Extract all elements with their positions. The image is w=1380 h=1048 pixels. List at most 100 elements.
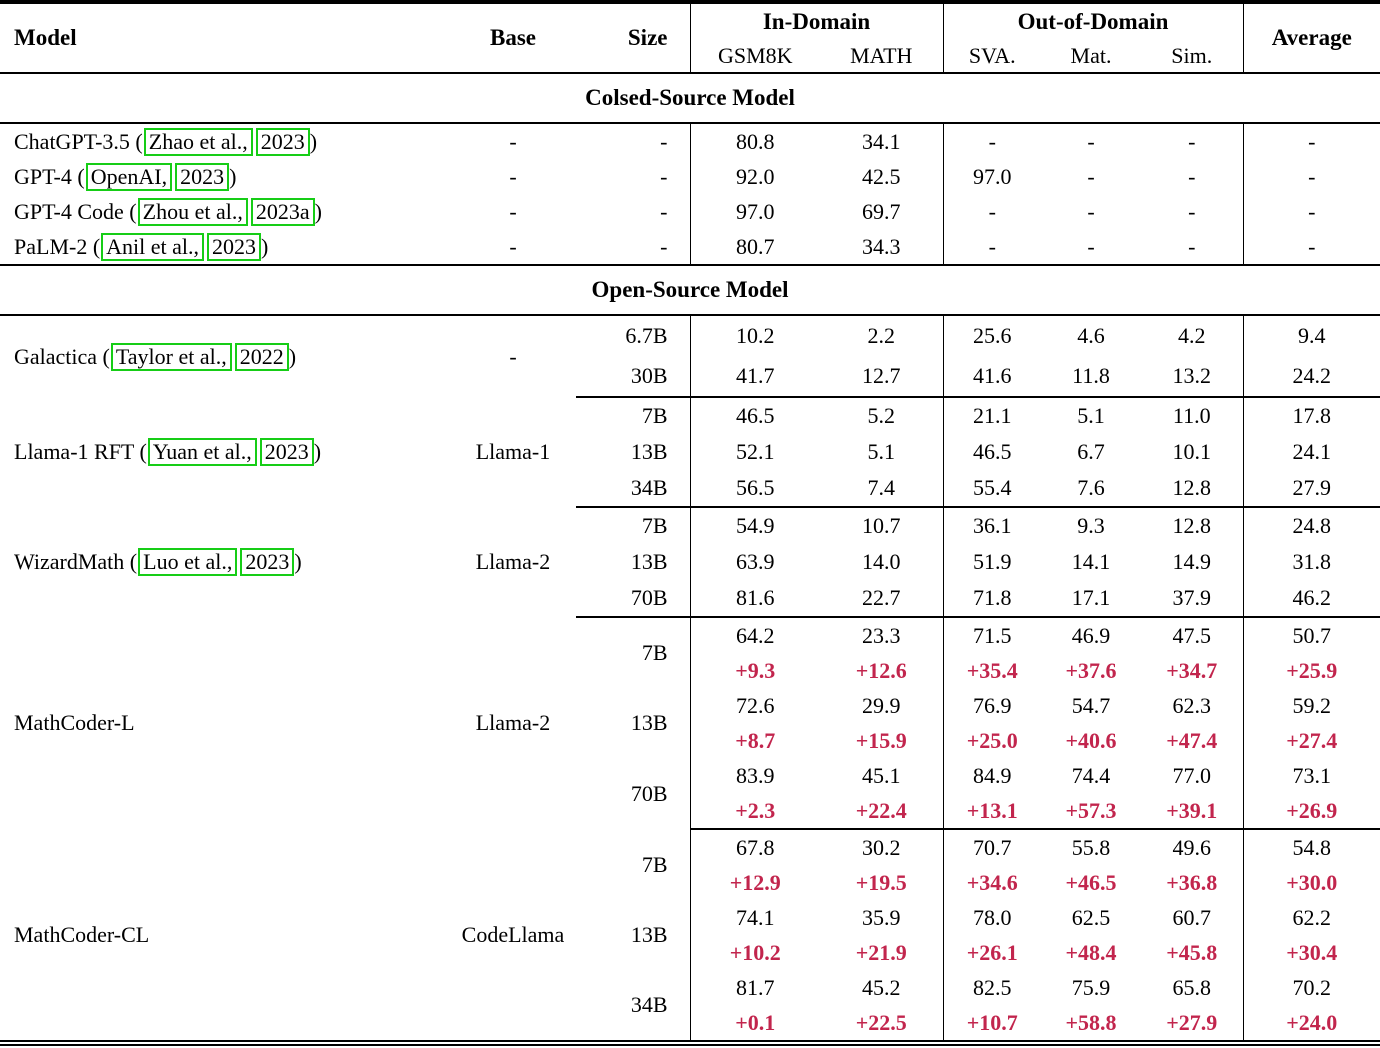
cell-sva: 25.6 bbox=[973, 323, 1012, 349]
citation-year-link[interactable]: 2023 bbox=[255, 127, 310, 156]
citation-year-link[interactable]: 2022 bbox=[234, 342, 289, 371]
cell-sim: - bbox=[1141, 159, 1244, 194]
cell-sim-delta: +47.4 bbox=[1141, 723, 1244, 758]
citation-link[interactable]: Taylor et al., bbox=[110, 342, 232, 371]
col-header-base: Base bbox=[450, 2, 576, 74]
col-header-in-domain: In-Domain bbox=[690, 2, 944, 40]
cell-mat: 4.6 bbox=[1077, 323, 1105, 349]
citation-link[interactable]: Zhou et al., bbox=[137, 197, 248, 226]
cell-average: 59.2 bbox=[1292, 692, 1332, 718]
citation-link[interactable]: Luo et al., bbox=[138, 548, 238, 577]
cell-math: 34.1 bbox=[820, 123, 944, 159]
cell-size: 6.7B bbox=[576, 315, 691, 356]
cell-sim: 77.0 bbox=[1141, 758, 1244, 793]
citation-year-link[interactable]: 2023 bbox=[175, 162, 230, 191]
cell-average: 73.1 bbox=[1292, 762, 1332, 788]
cell-average: 24.1 bbox=[1292, 439, 1332, 465]
cell-mat: 6.7 bbox=[1077, 439, 1105, 465]
cell-size: 13B bbox=[576, 544, 691, 580]
model-name-llama-1-rft: Llama-1 RFT (Yuan et al., 2023) bbox=[0, 397, 450, 507]
cell-sim: 65.8 bbox=[1141, 970, 1244, 1005]
cell-mat: - bbox=[1087, 198, 1095, 224]
col-header-sim: Sim. bbox=[1141, 40, 1244, 74]
citation-year-link[interactable]: 2023 bbox=[207, 232, 262, 261]
citation-year-link[interactable]: 2023a bbox=[250, 197, 315, 226]
cell-mat: 55.8 bbox=[1071, 834, 1111, 860]
citation-link[interactable]: Zhao et al., bbox=[143, 127, 253, 156]
cell-gsm8k: 67.8 bbox=[736, 834, 775, 860]
cell-sva: 76.9 bbox=[973, 692, 1012, 718]
cell-sva: 70.7 bbox=[973, 834, 1012, 860]
cell-mat: 7.6 bbox=[1041, 470, 1142, 508]
cell-math: 10.7 bbox=[820, 507, 944, 544]
model-label-close-paren: ) bbox=[294, 549, 302, 575]
cell-gsm8k: 74.1 bbox=[736, 904, 775, 930]
cell-gsm8k: 64.2 bbox=[736, 622, 775, 648]
cell-average: - bbox=[1308, 198, 1316, 224]
cell-average-delta: +30.4 bbox=[1286, 939, 1338, 965]
cell-size: 7B bbox=[576, 507, 691, 544]
model-label-close-paren: ) bbox=[261, 233, 269, 259]
col-header-model: Model bbox=[0, 2, 450, 74]
cell-sim-delta: +36.8 bbox=[1141, 865, 1244, 900]
cell-math: 30.2 bbox=[820, 829, 944, 865]
citation-link[interactable]: OpenAI, bbox=[85, 162, 173, 191]
cell-average: 70.2 bbox=[1292, 974, 1332, 1000]
citation-link[interactable]: Yuan et al., bbox=[147, 438, 257, 467]
model-label-close-paren: ) bbox=[314, 198, 322, 224]
cell-gsm8k-delta: +0.1 bbox=[735, 1009, 776, 1035]
cell-gsm8k: 92.0 bbox=[736, 163, 775, 189]
model-name-mathcoder-cl: MathCoder-CL bbox=[14, 921, 150, 947]
model-label-close-paren: ) bbox=[313, 439, 322, 465]
model-label-close-paren: ) bbox=[229, 163, 237, 189]
cell-sim: 14.9 bbox=[1141, 544, 1244, 580]
citation-year-link[interactable]: 2023 bbox=[240, 548, 295, 577]
cell-average: 62.2 bbox=[1292, 904, 1332, 930]
cell-sim: 10.1 bbox=[1141, 434, 1244, 470]
cell-base: CodeLlama bbox=[461, 921, 565, 947]
cell-sva: 36.1 bbox=[973, 513, 1012, 539]
cell-math: 14.0 bbox=[820, 544, 944, 580]
cell-mat: - bbox=[1087, 163, 1095, 189]
model-name-palm-2: PaLM-2 (Anil et al., 2023) bbox=[0, 229, 450, 266]
cell-sva-delta: +25.0 bbox=[966, 727, 1018, 753]
cell-size: 70B bbox=[576, 580, 691, 618]
model-label-close-paren: ) bbox=[309, 128, 318, 154]
cell-average: 27.9 bbox=[1243, 470, 1380, 508]
section-title-open-source: Open-Source Model bbox=[0, 265, 1380, 316]
cell-base: Llama-2 bbox=[475, 710, 551, 736]
cell-size: - bbox=[576, 194, 691, 229]
cell-average-delta: +27.4 bbox=[1286, 727, 1338, 753]
cell-mat: 5.1 bbox=[1077, 403, 1105, 429]
cell-size: 70B bbox=[576, 758, 691, 829]
model-label-text: PaLM-2 ( bbox=[14, 233, 101, 259]
cell-sim: - bbox=[1141, 229, 1244, 266]
citation-year-link[interactable]: 2023 bbox=[259, 438, 314, 467]
cell-sim: 49.6 bbox=[1141, 829, 1244, 865]
cell-sim: 12.8 bbox=[1141, 470, 1244, 508]
cell-gsm8k: 10.2 bbox=[736, 323, 775, 349]
cell-math: 2.2 bbox=[820, 315, 944, 356]
cell-base: Llama-2 bbox=[475, 549, 551, 575]
model-name-gpt-4: GPT-4 (OpenAI, 2023) bbox=[0, 159, 450, 194]
cell-average: 46.2 bbox=[1243, 580, 1380, 618]
cell-average-delta: +25.9 bbox=[1286, 657, 1338, 683]
cell-math: 22.7 bbox=[820, 580, 944, 618]
cell-size: 30B bbox=[576, 356, 691, 398]
col-header-size: Size bbox=[576, 2, 691, 74]
col-header-out-of-domain: Out-of-Domain bbox=[943, 2, 1244, 40]
cell-base: - bbox=[450, 229, 576, 266]
cell-average: 17.8 bbox=[1292, 403, 1332, 429]
model-name-mathcoder-l: MathCoder-L bbox=[14, 710, 135, 736]
cell-gsm8k: 97.0 bbox=[736, 198, 775, 224]
cell-math: 35.9 bbox=[820, 900, 944, 935]
cell-size: 13B bbox=[576, 900, 691, 970]
cell-sva: 21.1 bbox=[973, 403, 1012, 429]
cell-math-delta: +21.9 bbox=[820, 935, 944, 970]
section-title-closed-source: Colsed-Source Model bbox=[0, 73, 1380, 124]
cell-math-delta: +19.5 bbox=[820, 865, 944, 900]
cell-average: 24.8 bbox=[1292, 513, 1332, 539]
cell-sva: 97.0 bbox=[973, 163, 1012, 189]
citation-link[interactable]: Anil et al., bbox=[101, 232, 205, 261]
